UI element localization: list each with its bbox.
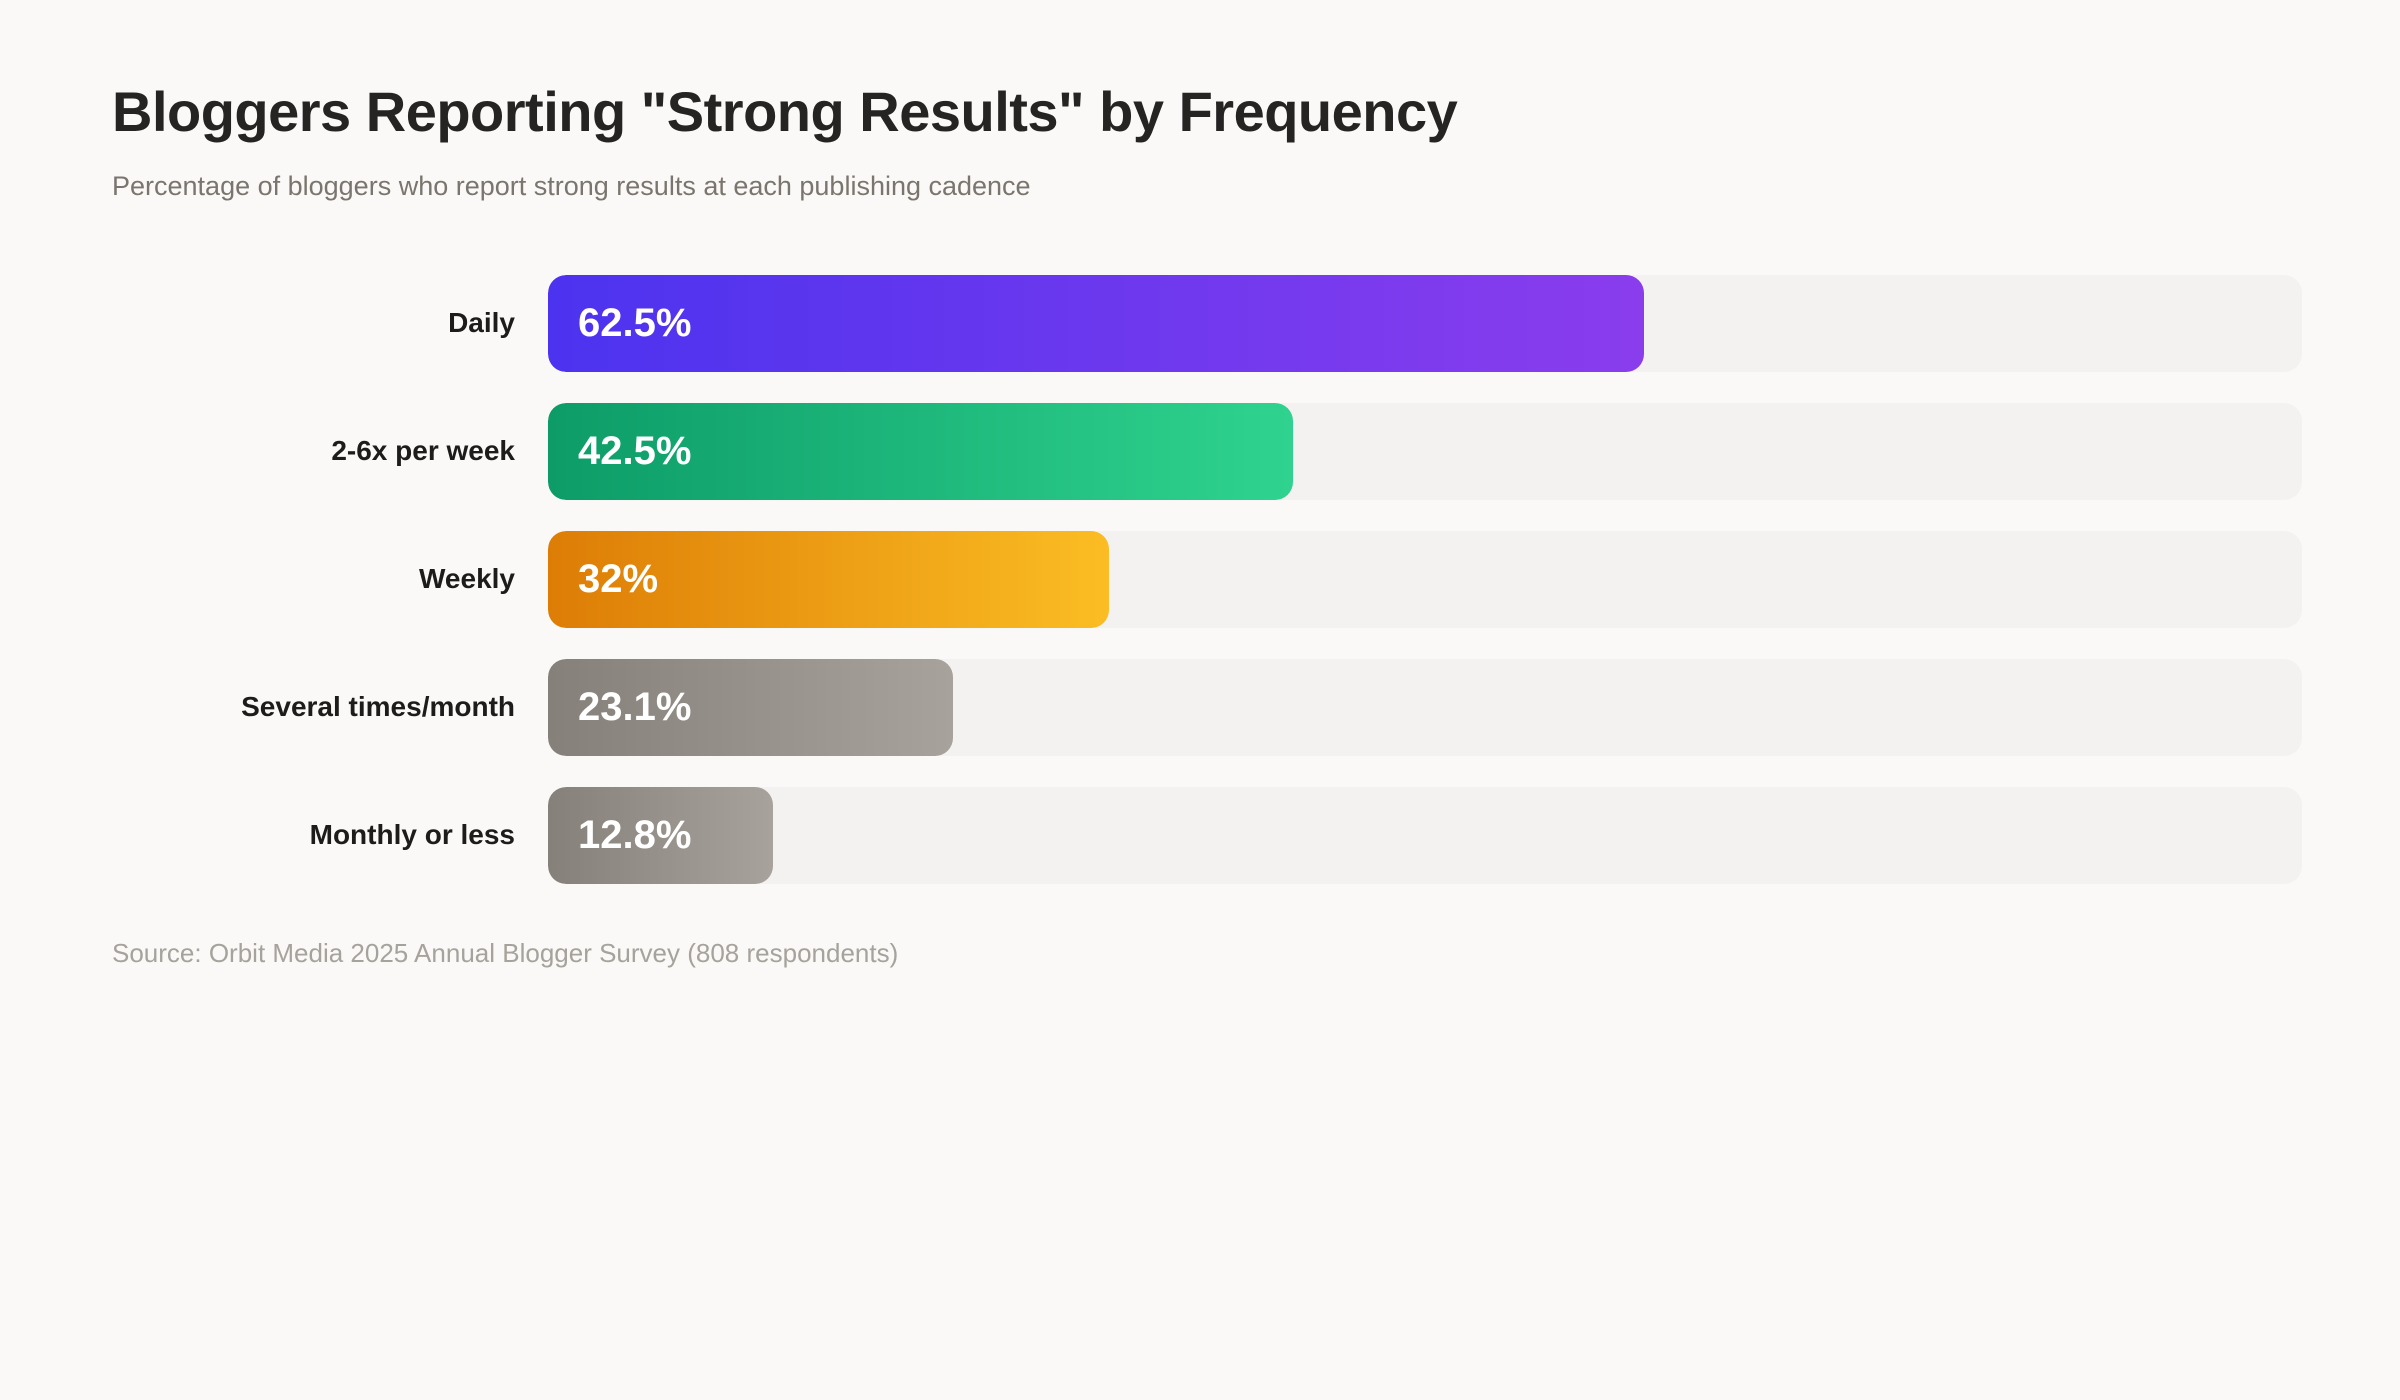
bar-row: Weekly 32% [112, 530, 2302, 628]
chart-title: Bloggers Reporting "Strong Results" by F… [112, 80, 1458, 143]
chart-card: Bloggers Reporting "Strong Results" by F… [112, 80, 2302, 968]
bar-row: Monthly or less 12.8% [112, 786, 2302, 884]
category-label: 2-6x per week [331, 435, 515, 467]
bar-track: 23.1% [548, 658, 2302, 756]
category-label: Weekly [419, 563, 515, 595]
bar-fill: 12.8% [548, 786, 773, 884]
bar-row: 2-6x per week 42.5% [112, 402, 2302, 500]
bar-chart: Daily 62.5% 2-6x per week 42.5% Weekly 32% Sev… [112, 274, 2302, 884]
chart-subtitle: Percentage of bloggers who report strong… [112, 171, 1031, 202]
category-label: Daily [448, 307, 515, 339]
bar-row: Several times/month 23.1% [112, 658, 2302, 756]
bar-track: 42.5% [548, 402, 2302, 500]
bar-track: 62.5% [548, 274, 2302, 372]
bar-fill: 23.1% [548, 658, 954, 756]
bar-track: 12.8% [548, 786, 2302, 884]
bar-value-label: 62.5% [578, 300, 692, 345]
bar-fill: 42.5% [548, 402, 1294, 500]
bar-fill: 32% [548, 530, 1110, 628]
bar-row: Daily 62.5% [112, 274, 2302, 372]
bar-value-label: 32% [578, 556, 659, 601]
source-note: Source: Orbit Media 2025 Annual Blogger … [112, 937, 899, 968]
bar-rows: Daily 62.5% 2-6x per week 42.5% Weekly 32% Sev… [112, 274, 2302, 884]
category-label: Several times/month [241, 691, 515, 723]
bar-value-label: 23.1% [578, 684, 692, 729]
bar-value-label: 42.5% [578, 428, 692, 473]
category-label: Monthly or less [309, 819, 515, 851]
bar-track: 32% [548, 530, 2302, 628]
bar-fill: 62.5% [548, 274, 1645, 372]
bar-value-label: 12.8% [578, 812, 692, 857]
